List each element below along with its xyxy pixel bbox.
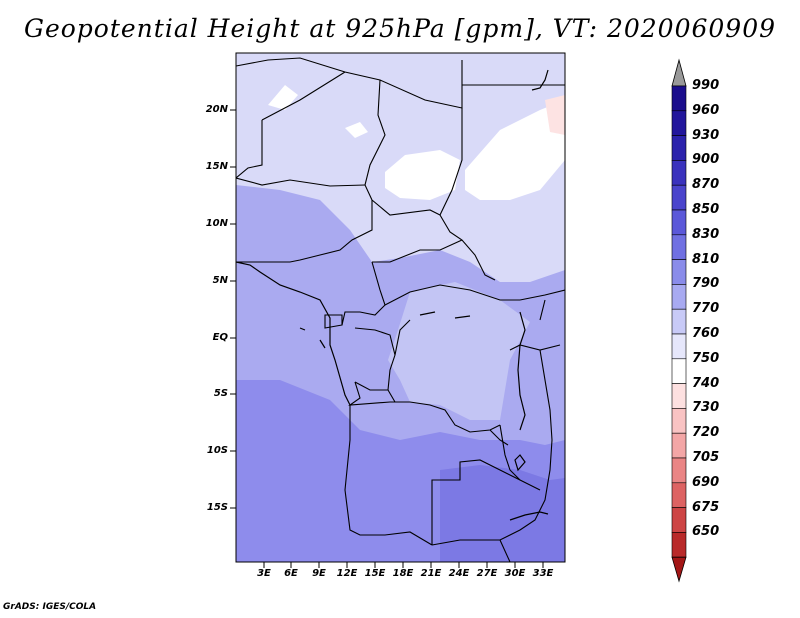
colorbar-swatch — [671, 358, 687, 384]
colorbar-level-label: 930 — [692, 127, 720, 143]
colorbar-swatch — [671, 482, 687, 508]
colorbar-swatch — [671, 184, 687, 211]
lat-label-10n: 10N — [205, 218, 228, 229]
height-field — [236, 53, 565, 562]
colorbar-level-label: 810 — [692, 251, 720, 267]
colorbar-level-label: 675 — [692, 499, 720, 515]
lat-label-5s: 5S — [213, 388, 228, 399]
colorbar-level-label: 770 — [692, 301, 720, 317]
colorbar-level-label: 650 — [692, 524, 720, 540]
lon-label-15e: 15E — [364, 568, 386, 579]
colorbar-swatch — [671, 160, 687, 186]
colorbar-swatch — [671, 457, 687, 484]
colorbar-swatch — [671, 259, 687, 285]
colorbar-swatch — [671, 432, 687, 459]
lat-label-5n: 5N — [212, 275, 228, 286]
map-title: Geopotential Height at 925hPa [gpm], VT:… — [23, 14, 777, 43]
colorbar-swatch — [671, 507, 687, 533]
lat-label-20n: 20N — [205, 104, 228, 115]
colorbar-level-label: 960 — [692, 102, 720, 118]
colorbar-level-label: 830 — [692, 226, 720, 242]
lon-label-24e: 24E — [448, 568, 470, 579]
colorbar-swatch — [671, 284, 687, 310]
colorbar-swatch — [671, 532, 687, 558]
colorbar-swatch — [671, 209, 687, 236]
colorbar-level-label: 870 — [692, 177, 720, 193]
colorbar-level-label: 720 — [692, 425, 720, 441]
colorbar-level-label: 850 — [692, 202, 720, 217]
lon-label-3e: 3E — [257, 568, 271, 579]
lon-label-21e: 21E — [420, 568, 442, 579]
colorbar-swatch — [671, 408, 687, 434]
lat-label-15s: 15S — [206, 502, 228, 513]
colorbar-bottom-arrow — [671, 556, 687, 583]
colorbar-swatch — [671, 308, 687, 335]
colorbar-swatch — [671, 110, 687, 136]
colorbar-level-label: 900 — [692, 152, 720, 168]
country-borders — [236, 57, 565, 562]
colorbar-level-label: 705 — [692, 450, 720, 465]
lon-label-18e: 18E — [392, 568, 414, 579]
colorbar-swatch — [671, 135, 687, 161]
colorbar-swatch — [671, 234, 687, 260]
height-band-white-east — [465, 100, 565, 200]
colorbar-level-label: 750 — [692, 350, 720, 366]
lat-label-eq: EQ — [212, 332, 228, 343]
colorbar-level-label: 690 — [692, 474, 720, 490]
lon-label-33e: 33E — [532, 568, 554, 579]
colorbar-level-label: 790 — [692, 276, 720, 292]
colorbar-level-label: 990 — [692, 78, 720, 93]
height-band-white-north — [268, 85, 298, 110]
colorbar-swatch — [671, 383, 687, 409]
colorbar-swatch — [671, 85, 687, 112]
axis-ticks — [230, 109, 544, 568]
coastlines — [235, 69, 549, 521]
lon-label-30e: 30E — [504, 568, 526, 579]
colorbar — [671, 58, 687, 583]
lat-label-10s: 10S — [206, 445, 228, 456]
lon-label-9e: 9E — [312, 568, 326, 579]
lon-label-6e: 6E — [284, 568, 298, 579]
colorbar-level-label: 740 — [692, 375, 720, 391]
height-band-white-patch — [345, 122, 368, 138]
lat-label-15n: 15N — [205, 161, 228, 172]
colorbar-level-label: 730 — [692, 400, 720, 416]
height-band-pink — [545, 95, 565, 135]
plot-frame — [235, 52, 566, 563]
lon-label-12e: 12E — [336, 568, 358, 579]
height-band-white-sahel — [385, 150, 460, 200]
colorbar-swatch — [671, 333, 687, 360]
footer-credit: GrADS: IGES/COLA — [3, 602, 97, 612]
height-band-light-east — [388, 282, 530, 420]
lon-label-27e: 27E — [476, 568, 498, 579]
height-band-darker-southeast — [440, 465, 565, 562]
colorbar-top-arrow — [671, 58, 687, 87]
colorbar-level-label: 760 — [692, 326, 720, 341]
